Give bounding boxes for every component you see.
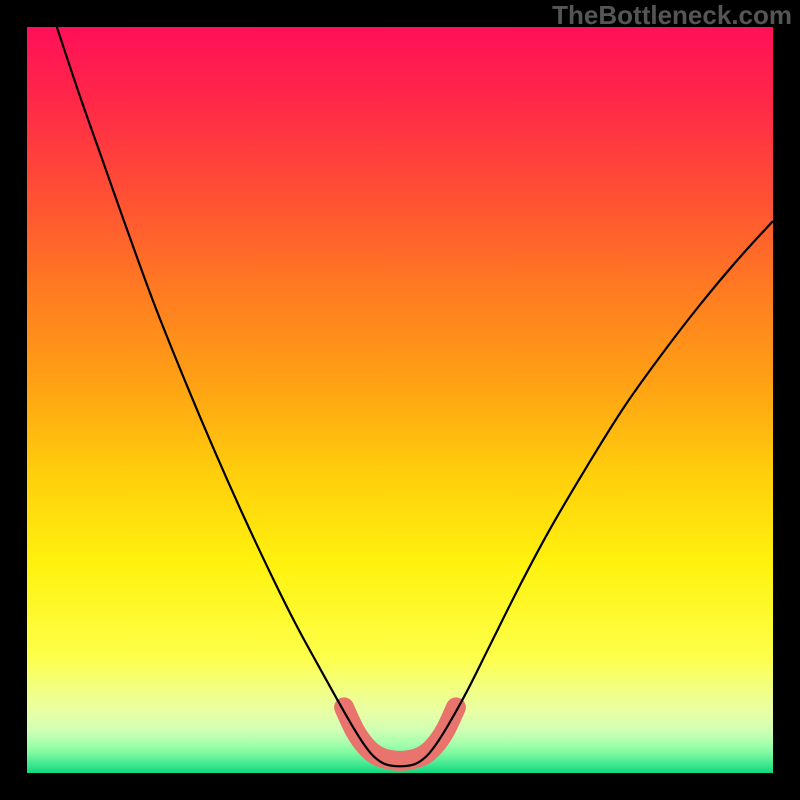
plot-background bbox=[27, 27, 773, 773]
watermark-text: TheBottleneck.com bbox=[552, 0, 792, 31]
chart-stage: TheBottleneck.com bbox=[0, 0, 800, 800]
chart-svg bbox=[0, 0, 800, 800]
